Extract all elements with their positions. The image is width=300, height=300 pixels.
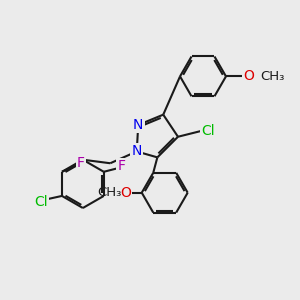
Text: CH₃: CH₃ (260, 70, 284, 83)
Text: N: N (132, 145, 142, 158)
Text: Cl: Cl (201, 124, 215, 138)
Text: N: N (133, 118, 143, 132)
Text: CH₃: CH₃ (97, 186, 121, 199)
Text: O: O (120, 186, 131, 200)
Text: Cl: Cl (34, 195, 48, 209)
Text: O: O (243, 69, 254, 83)
Text: F: F (77, 156, 85, 170)
Text: F: F (117, 159, 125, 173)
